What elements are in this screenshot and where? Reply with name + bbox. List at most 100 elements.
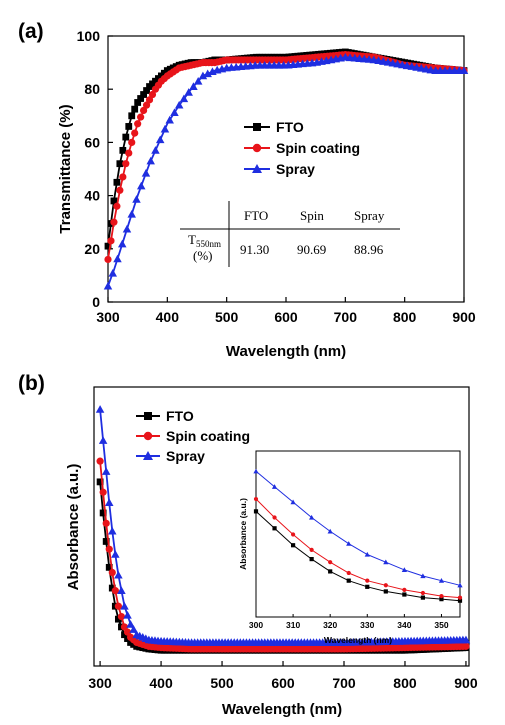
panel-a-ylabel: Transmittance (%) — [57, 104, 74, 233]
spray-point — [117, 239, 127, 248]
inset-spray-point — [346, 541, 352, 546]
spray-point — [108, 526, 117, 535]
inset-fto-point — [253, 509, 259, 514]
legend-fto-marker — [144, 412, 152, 420]
inset-ylabel: Absorbance (a.u.) — [238, 498, 248, 570]
table-value-spray: 88.96 — [354, 242, 384, 257]
legend-spin-coating-marker — [252, 143, 262, 153]
spray-point — [170, 108, 179, 117]
spin-coating-point — [110, 218, 118, 226]
spray-point — [193, 76, 203, 85]
x-tick-label: 900 — [454, 675, 478, 691]
spray-point — [160, 124, 170, 133]
panel-b-label: (b) — [18, 372, 45, 395]
spin-coating-point — [131, 129, 139, 137]
spray-point — [141, 169, 151, 177]
inset-series — [253, 468, 463, 603]
legend-fto-marker — [253, 123, 261, 131]
legend-spin-coating-label: Spin coating — [276, 140, 360, 156]
legend-spin-coating-label: Spin coating — [166, 428, 250, 444]
spin-coating-point — [99, 488, 107, 496]
spin-coating-point — [148, 90, 157, 99]
spin-coating-point — [116, 186, 124, 194]
fto-point — [96, 478, 104, 486]
spray-point — [174, 100, 184, 109]
inset-spin-coating-point — [309, 547, 314, 552]
y-tick-label: 60 — [84, 134, 100, 150]
inset-fto-point — [457, 598, 463, 603]
spin-coating-point — [120, 623, 129, 631]
fto-point — [105, 563, 113, 571]
fto-point — [134, 99, 142, 106]
inset-spin-coating-point — [439, 593, 444, 599]
inset-spin-coating-point — [328, 560, 333, 565]
panel-a-ticks: 300 400 500 600 700 800 900 0 20 40 60 80 100 — [77, 28, 476, 325]
inset-spin-coating-point — [365, 578, 370, 583]
legend-spray-label: Spray — [166, 448, 205, 464]
spin-coating-point — [117, 612, 126, 621]
inset-fto-point — [290, 543, 296, 548]
legend-fto-label: FTO — [166, 408, 194, 424]
spray-point — [132, 195, 141, 203]
table-row-unit: (%) — [193, 248, 213, 263]
spray-point — [111, 550, 120, 558]
inset-x-tick-label: 300 — [249, 620, 263, 630]
inset-fto-point — [383, 589, 388, 594]
inset-spin-coating-point — [457, 595, 463, 600]
panel-b: 300 400 500 600 700 800 900 Wavelength (nm) Ab… — [65, 386, 478, 718]
table-header-spray: Spray — [354, 208, 385, 223]
legend-fto-label: FTO — [276, 119, 304, 135]
inset-spin-coating-point — [253, 496, 259, 502]
x-tick-label: 300 — [96, 309, 120, 325]
spray-point — [122, 224, 132, 233]
inset-spray-point — [253, 468, 259, 474]
spray-point — [108, 269, 117, 277]
inset-spray-point — [327, 528, 333, 534]
inset-spray-point — [401, 567, 407, 572]
table-value-fto: 91.30 — [240, 242, 269, 257]
spray-point — [117, 586, 126, 595]
inset-spray-point — [457, 582, 463, 588]
y-tick-label: 100 — [77, 28, 101, 44]
x-tick-label: 700 — [332, 675, 356, 691]
inset-x-tick-label: 340 — [397, 620, 411, 630]
spin-coating-point — [122, 160, 130, 168]
fto-point — [104, 242, 112, 250]
spray-point — [203, 69, 212, 78]
fto-point — [122, 133, 130, 141]
inset-fto-point — [309, 557, 314, 562]
fto-point — [113, 178, 121, 186]
spray-point — [120, 601, 129, 610]
legend-spray-label: Spray — [276, 161, 315, 177]
x-tick-label: 400 — [149, 675, 173, 691]
panel-b-series — [95, 405, 471, 654]
inset-spray-line — [255, 470, 461, 586]
spin-coating-point — [119, 173, 127, 181]
spin-coating-point — [96, 457, 104, 465]
absorbance-inset: 300 310 320 330 340 350 Wavelength (nm) Absor… — [238, 450, 463, 645]
y-tick-label: 40 — [84, 188, 100, 204]
panel-a-series — [103, 48, 469, 290]
inset-spray-point — [309, 514, 315, 520]
spray-point — [113, 254, 122, 263]
spin-coating-point — [102, 519, 110, 527]
spin-coating-point — [108, 568, 116, 577]
spray-point — [127, 209, 136, 218]
panel-a-legend: FTO Spin coating Spray — [244, 119, 360, 177]
inset-ticks: 300 310 320 330 340 350 — [249, 614, 449, 630]
x-tick-label: 800 — [393, 309, 417, 325]
spin-coating-point — [104, 255, 112, 264]
table-row-label: T550nm — [188, 232, 221, 249]
spin-coating-point — [137, 113, 145, 121]
x-tick-label: 900 — [452, 309, 476, 325]
spray-point — [461, 635, 471, 644]
table-row-label-main: T — [188, 232, 196, 247]
fto-point — [131, 105, 139, 113]
x-tick-label: 700 — [334, 309, 358, 325]
fto-point — [114, 615, 122, 623]
spray-point — [101, 467, 111, 475]
fto-point — [110, 197, 118, 205]
panel-b-frame — [93, 386, 470, 667]
legend-spin-coating-marker — [143, 431, 153, 441]
